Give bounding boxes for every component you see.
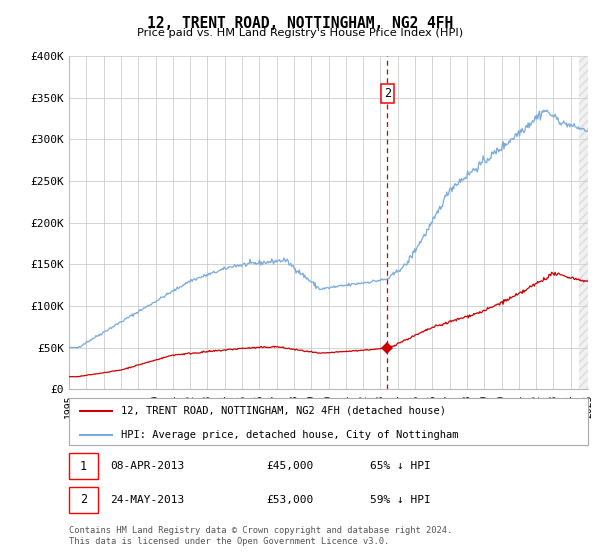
Bar — [69, 487, 98, 512]
Text: 1: 1 — [80, 460, 87, 473]
Text: HPI: Average price, detached house, City of Nottingham: HPI: Average price, detached house, City… — [121, 430, 458, 440]
Text: 08-APR-2013: 08-APR-2013 — [110, 461, 185, 472]
Text: Price paid vs. HM Land Registry's House Price Index (HPI): Price paid vs. HM Land Registry's House … — [137, 28, 463, 38]
Text: 12, TRENT ROAD, NOTTINGHAM, NG2 4FH (detached house): 12, TRENT ROAD, NOTTINGHAM, NG2 4FH (det… — [121, 406, 446, 416]
Text: Contains HM Land Registry data © Crown copyright and database right 2024.
This d: Contains HM Land Registry data © Crown c… — [69, 526, 452, 546]
Text: £53,000: £53,000 — [266, 495, 313, 505]
Text: 12, TRENT ROAD, NOTTINGHAM, NG2 4FH: 12, TRENT ROAD, NOTTINGHAM, NG2 4FH — [147, 16, 453, 31]
Text: 2: 2 — [384, 87, 391, 100]
Text: 59% ↓ HPI: 59% ↓ HPI — [370, 495, 431, 505]
Text: £45,000: £45,000 — [266, 461, 313, 472]
Text: 2: 2 — [80, 493, 87, 506]
Bar — [69, 454, 98, 479]
Text: 24-MAY-2013: 24-MAY-2013 — [110, 495, 185, 505]
Text: 65% ↓ HPI: 65% ↓ HPI — [370, 461, 431, 472]
